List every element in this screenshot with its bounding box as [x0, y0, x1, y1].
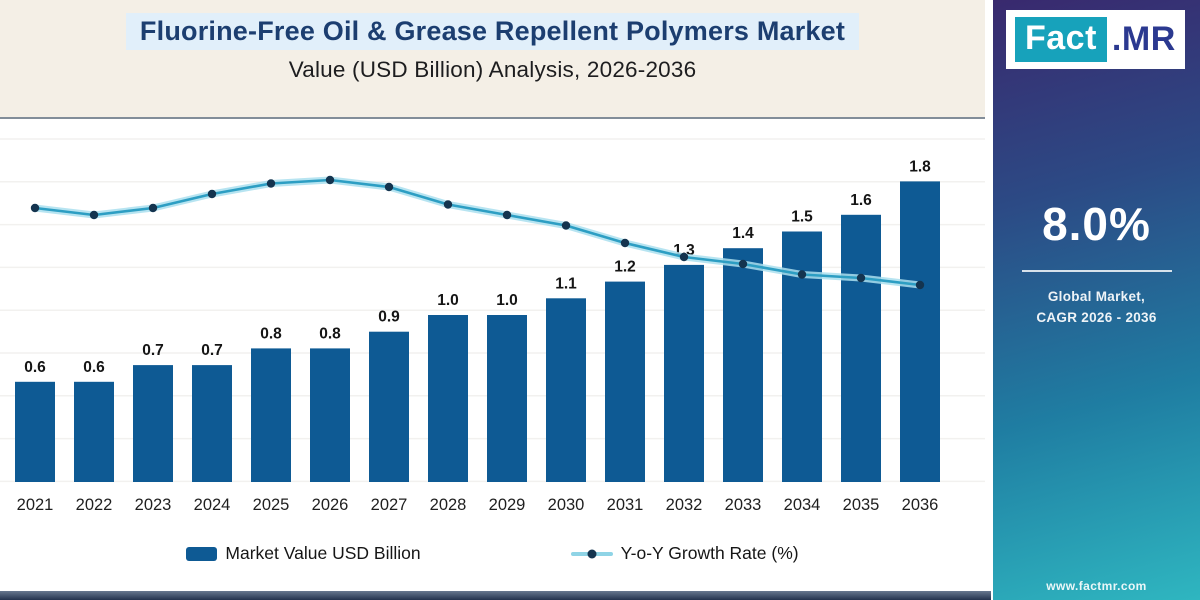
bar-value-label-2035: 1.6	[850, 192, 872, 209]
website-url: www.factmr.com	[1046, 579, 1147, 593]
bar-value-label-2030: 1.1	[555, 275, 577, 292]
bar-2033	[723, 248, 763, 482]
bar-2029	[487, 315, 527, 482]
combo-chart: 0.6 0.60.7 0.70.8 0.80.91.0 1.01.11.21.31.41…	[0, 138, 985, 514]
growth-line-marker-2029	[502, 210, 512, 220]
bar-2035	[841, 214, 881, 483]
x-axis-label-2030: 2030	[548, 496, 585, 514]
page-subtitle: Value (USD Billion) Analysis, 2026-2036	[288, 57, 697, 82]
growth-line-marker-2034	[797, 270, 807, 279]
x-axis-label-2023: 2023	[135, 496, 172, 514]
bar-value-label-2027: 0.9	[378, 309, 400, 326]
growth-line-marker-2035	[856, 273, 866, 283]
bar-value-label-2029: 1.0	[496, 292, 518, 309]
chart-panel: 0.6 0.6 0.7 0.7 0.8 0.8 0.9 1.0 1.0 1.1 1.2 1.3 1.4 1…	[0, 117, 985, 591]
x-axis-label-2036: 2036	[902, 496, 939, 514]
page-title: Fluorine-Free Oil & Grease Repellent Pol…	[125, 13, 860, 50]
x-axis-label-2033: 2033	[725, 496, 762, 514]
bar-value-label-2031: 1.2	[614, 259, 636, 276]
growth-line-marker-2027	[384, 182, 394, 192]
bar-2031	[605, 281, 645, 482]
growth-line-marker-2032	[679, 252, 689, 262]
growth-line-marker-2023	[148, 203, 158, 213]
x-axis-label-2025: 2025	[253, 496, 290, 514]
bar-value-label-2023: 0.7	[142, 342, 164, 359]
x-axis-label-2035: 2035	[843, 496, 880, 514]
bar-2032	[664, 264, 704, 482]
bar-value-label-2036: 1.8	[909, 158, 931, 175]
x-axis-label-2031: 2031	[607, 496, 644, 514]
bar-value-label-2034: 1.5	[791, 209, 813, 226]
legend-label-market-value: Market Value USD Billion	[225, 543, 421, 563]
x-axis-label-2028: 2028	[430, 496, 467, 514]
sidebar-divider	[1021, 270, 1172, 272]
footer-bar	[0, 591, 991, 600]
chart-legend: Market Value USD Billion Y-o-Y Growth Ra…	[0, 543, 985, 564]
growth-line-marker-2024	[207, 189, 217, 199]
growth-line-marker-2026	[325, 175, 335, 185]
header: Fluorine-Free Oil & Grease Repellent Pol…	[0, 0, 985, 83]
factmr-logo: Fact .MR	[1006, 10, 1185, 69]
bar-swatch-icon	[186, 546, 218, 561]
bar-2030	[546, 298, 586, 482]
x-axis-label-2029: 2029	[489, 496, 526, 514]
growth-line-marker-2033	[738, 259, 748, 269]
growth-line-marker-2028	[443, 200, 453, 209]
cagr-value: 8.0%	[1042, 198, 1151, 250]
bar-value-label-2022: 0.6	[83, 359, 105, 376]
bar-2021	[15, 381, 55, 482]
bar-2025	[251, 348, 291, 482]
logo-mr-text: .MR	[1111, 20, 1176, 58]
bar-value-label-2026: 0.8	[319, 325, 341, 342]
growth-line-marker-2021	[30, 203, 40, 213]
bar-value-label-2024: 0.7	[201, 342, 223, 359]
cagr-caption-line2: CAGR 2026 - 2036	[1036, 309, 1157, 325]
growth-line-marker-2030	[561, 221, 571, 230]
x-axis-label-2026: 2026	[312, 496, 349, 514]
infographic-main-area: Fluorine-Free Oil & Grease Repellent Pol…	[0, 0, 991, 600]
growth-line-marker-2022	[89, 210, 99, 220]
bar-2023	[133, 365, 173, 482]
cagr-caption-line1: Global Market,	[1047, 289, 1146, 304]
logo-fact-text: Fact	[1015, 17, 1107, 62]
line-marker-icon	[587, 549, 597, 558]
bar-2026	[310, 348, 350, 482]
bar-2028	[428, 315, 468, 482]
bar-value-label-2033: 1.4	[732, 225, 754, 242]
bar-2024	[192, 365, 232, 482]
line-swatch-icon	[570, 549, 613, 558]
bar-2027	[369, 331, 409, 482]
brand-sidebar: Fact .MR 8.0% Global Market, CAGR 2026 -…	[993, 0, 1200, 600]
x-axis-label-2024: 2024	[194, 496, 231, 514]
legend-item-market-value: Market Value USD Billion	[186, 543, 421, 564]
growth-line-marker-2031	[620, 238, 630, 248]
x-axis-label-2027: 2027	[371, 496, 408, 514]
x-axis-label-2032: 2032	[666, 496, 703, 514]
bar-value-label-2021: 0.6	[24, 359, 46, 376]
legend-label-growth-rate: Y-o-Y Growth Rate (%)	[620, 543, 799, 563]
legend-item-growth-rate: Y-o-Y Growth Rate (%)	[570, 543, 799, 564]
growth-line-marker-2025	[266, 179, 276, 188]
growth-line	[34, 178, 921, 287]
x-axis-label-2022: 2022	[76, 496, 113, 514]
x-axis-label-2034: 2034	[784, 496, 821, 514]
bar-2036	[900, 181, 940, 482]
bar-value-label-2028: 1.0	[437, 292, 459, 309]
x-axis-label-2021: 2021	[17, 496, 54, 514]
growth-line-marker-2036	[915, 280, 925, 290]
bar-value-label-2025: 0.8	[260, 325, 282, 342]
bar-2022	[74, 381, 114, 482]
cagr-caption: Global Market, CAGR 2026 - 2036	[993, 287, 1200, 329]
